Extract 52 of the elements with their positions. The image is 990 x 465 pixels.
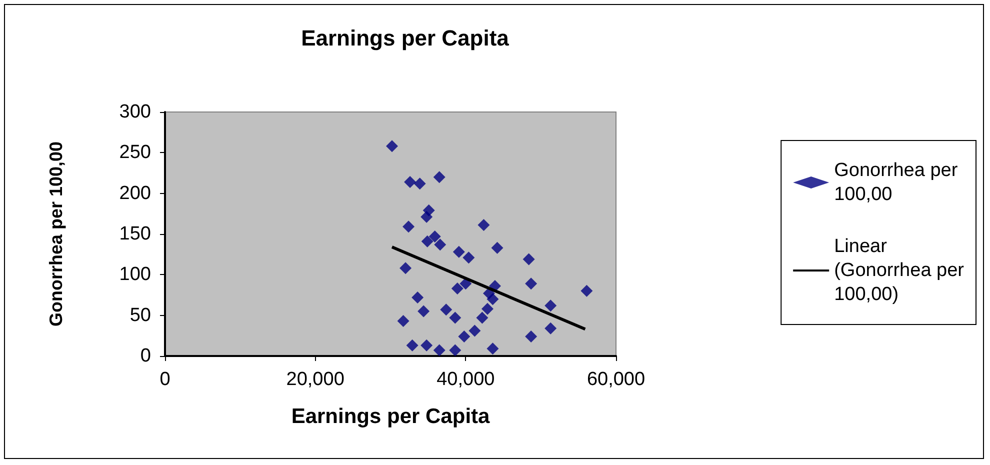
point (402, 220, 415, 233)
chart-title: Earnings per Capita (301, 26, 510, 50)
point (544, 322, 557, 334)
point (400, 262, 412, 274)
point (481, 302, 494, 315)
point (449, 344, 462, 356)
x-axis-title: Earnings per Capita (291, 405, 490, 428)
point (406, 339, 418, 352)
legend-label: Gonorrhea per 100,00 (834, 160, 958, 205)
y-tick-label: 0 (140, 346, 151, 366)
point (420, 210, 433, 223)
point (414, 178, 426, 190)
y-tick-label: 50 (130, 304, 151, 326)
point (525, 330, 538, 342)
point (491, 242, 504, 254)
point (462, 252, 475, 264)
point (478, 219, 490, 232)
point (420, 339, 433, 352)
point (458, 330, 470, 342)
point (486, 342, 499, 355)
point (386, 140, 398, 152)
point (468, 324, 481, 337)
y-axis-title: Gonorrhea per 100,00 (46, 141, 66, 327)
x-tick-label: 60,000 (586, 369, 646, 390)
y-tick-label: 250 (119, 142, 151, 164)
point (440, 304, 452, 316)
legend-label: Linear (Gonorrhea per 100,00) (834, 236, 965, 305)
x-tick-label: 0 (160, 369, 170, 390)
point (404, 176, 416, 188)
y-tick-label: 300 (119, 102, 151, 122)
point (428, 230, 441, 242)
point (397, 315, 410, 328)
point (433, 344, 446, 356)
y-tick-label: 150 (119, 224, 151, 244)
point (486, 293, 499, 306)
x-tick-label: 40,000 (436, 369, 495, 390)
point (449, 312, 462, 324)
y-tick-label: 200 (119, 182, 151, 204)
point (476, 312, 488, 324)
point (421, 235, 434, 248)
point (525, 278, 538, 290)
y-tick-label: 100 (119, 264, 151, 286)
point (544, 300, 557, 312)
point (580, 284, 593, 297)
point (452, 246, 465, 258)
point (451, 282, 464, 294)
point (418, 305, 430, 318)
point (522, 253, 535, 266)
point (434, 238, 446, 251)
point (433, 171, 446, 184)
point (412, 291, 424, 304)
x-tick-label: 20,000 (286, 369, 344, 390)
